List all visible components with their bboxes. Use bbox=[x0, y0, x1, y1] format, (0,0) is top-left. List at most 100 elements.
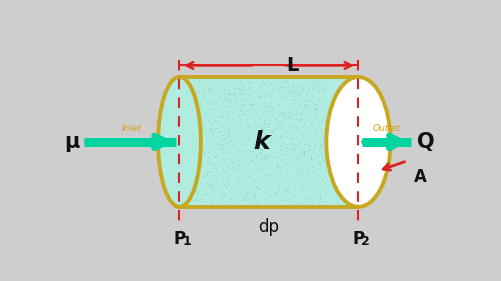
Point bbox=[306, 98, 314, 102]
Point bbox=[230, 85, 238, 90]
Point bbox=[223, 179, 231, 183]
Point bbox=[202, 171, 210, 176]
Point bbox=[290, 97, 298, 102]
Point bbox=[206, 78, 214, 83]
Point bbox=[236, 89, 244, 93]
Point bbox=[203, 149, 211, 154]
Point bbox=[292, 87, 300, 91]
Point bbox=[210, 155, 218, 160]
Point bbox=[287, 143, 295, 148]
Point bbox=[259, 124, 267, 129]
Point bbox=[253, 113, 261, 117]
Point bbox=[296, 140, 304, 145]
Point bbox=[256, 178, 264, 182]
Point bbox=[229, 98, 237, 102]
Point bbox=[208, 166, 216, 171]
Point bbox=[231, 200, 239, 205]
Point bbox=[295, 197, 303, 201]
Point bbox=[294, 153, 302, 157]
Point bbox=[268, 180, 276, 185]
Point bbox=[213, 126, 221, 130]
Point bbox=[273, 163, 281, 168]
Point bbox=[213, 126, 221, 130]
Point bbox=[254, 94, 262, 98]
Point bbox=[306, 199, 314, 203]
Point bbox=[195, 127, 203, 132]
Point bbox=[244, 148, 253, 152]
Point bbox=[221, 199, 229, 204]
Point bbox=[233, 133, 241, 138]
Point bbox=[218, 133, 226, 137]
Point bbox=[306, 98, 314, 102]
Point bbox=[224, 134, 232, 138]
Point bbox=[291, 188, 299, 192]
Point bbox=[218, 137, 226, 141]
Point bbox=[281, 85, 289, 89]
Point bbox=[208, 194, 216, 198]
Point bbox=[295, 92, 303, 96]
Point bbox=[319, 160, 327, 165]
Point bbox=[240, 176, 248, 180]
Point bbox=[245, 127, 253, 131]
Point bbox=[297, 112, 305, 116]
Point bbox=[188, 90, 196, 95]
Point bbox=[277, 85, 285, 89]
Point bbox=[267, 113, 275, 118]
Point bbox=[215, 110, 223, 115]
Point bbox=[300, 184, 308, 189]
Point bbox=[265, 94, 273, 98]
Point bbox=[304, 144, 312, 149]
Point bbox=[312, 183, 320, 188]
Point bbox=[269, 154, 277, 158]
Point bbox=[304, 160, 312, 165]
Point bbox=[215, 135, 223, 139]
Point bbox=[277, 132, 285, 137]
Point bbox=[320, 174, 328, 178]
Point bbox=[286, 90, 294, 94]
Point bbox=[309, 188, 317, 193]
Point bbox=[243, 135, 252, 140]
Point bbox=[307, 156, 315, 160]
Text: Q: Q bbox=[416, 132, 434, 152]
Point bbox=[188, 197, 196, 202]
Point bbox=[321, 148, 329, 152]
Point bbox=[301, 200, 309, 205]
Point bbox=[205, 87, 213, 91]
Point bbox=[276, 120, 284, 124]
Point bbox=[216, 192, 224, 196]
Point bbox=[267, 80, 275, 85]
Point bbox=[220, 91, 228, 96]
Point bbox=[293, 112, 301, 117]
Point bbox=[187, 108, 195, 113]
Point bbox=[248, 145, 257, 149]
Point bbox=[257, 106, 265, 111]
Point bbox=[198, 174, 206, 179]
Ellipse shape bbox=[158, 77, 200, 207]
Point bbox=[240, 198, 248, 202]
Point bbox=[256, 130, 264, 135]
Point bbox=[203, 97, 211, 102]
Point bbox=[272, 168, 280, 173]
Point bbox=[259, 144, 267, 149]
Point bbox=[238, 104, 246, 109]
Point bbox=[310, 142, 318, 147]
Point bbox=[297, 171, 305, 176]
Point bbox=[207, 182, 215, 186]
Point bbox=[281, 112, 289, 116]
Point bbox=[310, 168, 318, 173]
Point bbox=[244, 102, 253, 106]
Point bbox=[302, 127, 310, 131]
Point bbox=[298, 84, 306, 89]
Point bbox=[229, 115, 237, 120]
Point bbox=[316, 127, 324, 132]
Point bbox=[274, 122, 282, 127]
Point bbox=[233, 187, 241, 191]
Point bbox=[244, 124, 252, 128]
Point bbox=[234, 113, 242, 117]
Point bbox=[193, 187, 201, 191]
Point bbox=[267, 193, 275, 198]
Point bbox=[283, 110, 291, 114]
Point bbox=[248, 133, 256, 137]
Point bbox=[254, 91, 262, 95]
Point bbox=[248, 196, 257, 201]
